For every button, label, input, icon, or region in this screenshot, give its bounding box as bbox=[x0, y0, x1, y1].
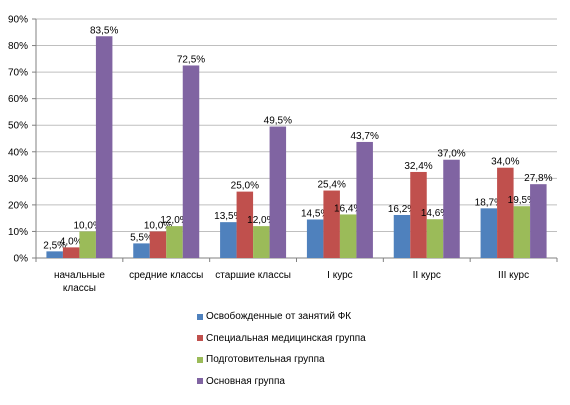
bar bbox=[323, 190, 340, 258]
bar bbox=[497, 167, 514, 258]
data-label: 37,0% bbox=[437, 149, 465, 160]
bar bbox=[426, 219, 444, 258]
bar bbox=[79, 231, 96, 258]
data-label: 43,7% bbox=[350, 131, 378, 142]
bar bbox=[149, 231, 167, 258]
y-tick-label: 10% bbox=[8, 227, 28, 238]
y-tick-label: 20% bbox=[8, 200, 28, 211]
data-label: 34,0% bbox=[491, 157, 519, 168]
y-tick-label: 80% bbox=[8, 41, 28, 52]
y-tick-label: 0% bbox=[14, 254, 29, 265]
bar bbox=[356, 141, 373, 258]
x-tick-label: II курс bbox=[413, 270, 441, 281]
y-tick-label: 50% bbox=[8, 121, 28, 132]
data-label: 5,5% bbox=[130, 232, 153, 243]
y-tick-label: 60% bbox=[8, 94, 28, 105]
data-label: 18,7% bbox=[475, 197, 503, 208]
bar bbox=[530, 184, 547, 258]
legend-swatch bbox=[197, 378, 203, 385]
data-label: 10,0% bbox=[73, 220, 101, 231]
y-tick-label: 70% bbox=[8, 68, 28, 79]
bar bbox=[339, 214, 357, 258]
legend: Освобожденные от занятий ФК Специальная м… bbox=[197, 306, 497, 392]
data-label: 14,6% bbox=[421, 208, 449, 219]
legend-label: Освобожденные от занятий ФК bbox=[206, 311, 352, 323]
y-tick-label: 40% bbox=[8, 147, 28, 158]
bar bbox=[133, 243, 150, 258]
bar bbox=[306, 219, 324, 258]
bar bbox=[236, 191, 254, 258]
bar bbox=[269, 126, 287, 258]
data-label: 12,0% bbox=[247, 215, 275, 226]
x-tick-label: средние классы bbox=[129, 270, 203, 281]
legend-item: Основная группа bbox=[197, 371, 497, 393]
legend-item: Специальная медицинская группа bbox=[197, 328, 497, 350]
x-tick-label: классы bbox=[63, 283, 96, 294]
legend-swatch bbox=[197, 335, 203, 342]
legend-label: Специальная медицинская группа bbox=[206, 332, 366, 344]
data-label: 49,5% bbox=[264, 116, 292, 127]
x-tick-label: III курс bbox=[498, 270, 529, 281]
bar bbox=[62, 247, 80, 258]
legend-label: Подготовительная группа bbox=[206, 354, 325, 366]
data-label: 16,4% bbox=[334, 203, 362, 214]
bar bbox=[443, 159, 460, 258]
data-label: 19,5% bbox=[508, 195, 536, 206]
legend-swatch bbox=[197, 356, 203, 363]
bar bbox=[480, 208, 498, 258]
bar bbox=[393, 214, 411, 258]
data-label: 25,4% bbox=[317, 180, 345, 191]
data-label: 32,4% bbox=[404, 161, 432, 172]
data-label: 16,2% bbox=[388, 204, 416, 215]
data-label: 4,0% bbox=[60, 236, 83, 247]
bar bbox=[410, 171, 427, 258]
data-label: 2,5% bbox=[43, 240, 66, 251]
x-tick-label: начальные bbox=[54, 270, 105, 281]
bar bbox=[46, 251, 63, 258]
data-label: 25,0% bbox=[231, 181, 259, 192]
x-tick-label: I курс bbox=[327, 270, 353, 281]
bar bbox=[182, 65, 200, 258]
legend-swatch bbox=[197, 313, 203, 320]
data-label: 14,5% bbox=[301, 208, 329, 219]
legend-label: Основная группа bbox=[206, 375, 285, 387]
bar bbox=[166, 226, 183, 258]
x-tick-label: старшие классы bbox=[215, 270, 291, 281]
data-label: 10,0% bbox=[144, 220, 172, 231]
data-label: 72,5% bbox=[177, 54, 205, 65]
y-tick-label: 90% bbox=[8, 15, 28, 26]
y-tick-label: 30% bbox=[8, 174, 28, 185]
data-label: 83,5% bbox=[90, 25, 118, 36]
data-label: 13,5% bbox=[214, 211, 242, 222]
bar bbox=[220, 222, 237, 258]
data-label: 27,8% bbox=[524, 173, 552, 184]
bar bbox=[513, 206, 531, 258]
legend-item: Освобожденные от занятий ФК bbox=[197, 306, 497, 328]
legend-item: Подготовительная группа bbox=[197, 349, 497, 371]
bar bbox=[95, 36, 113, 259]
bar bbox=[253, 226, 270, 258]
data-label: 12,0% bbox=[160, 215, 188, 226]
